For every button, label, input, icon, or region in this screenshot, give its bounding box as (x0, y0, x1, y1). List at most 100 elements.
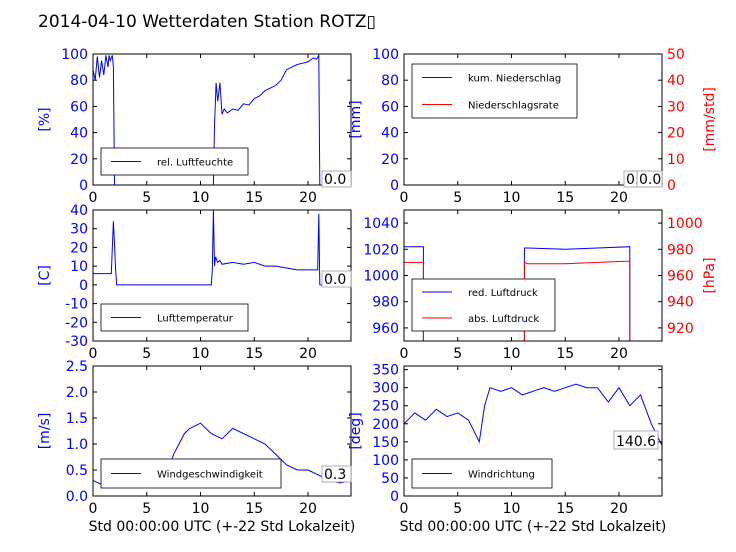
y-tick-label: -10 (65, 297, 88, 313)
y-tick-label: 2.0 (66, 385, 88, 401)
value-box (321, 170, 352, 188)
y-axis-label: [%] (37, 107, 53, 131)
y-tick-label: 1000 (363, 269, 399, 285)
series-temperature-0 (93, 210, 351, 286)
y2-tick-label: 50 (667, 47, 685, 63)
legend-label: Lufttemperatur (157, 314, 234, 325)
value-box-text: 140.6 (616, 434, 656, 450)
x-tick-label: 5 (453, 501, 462, 517)
value-box-text: 0.0 (324, 172, 346, 188)
y-tick-label: -30 (65, 334, 88, 350)
x-tick-label: 10 (503, 190, 521, 206)
y-tick-label: 1.5 (66, 411, 88, 427)
x-axis-label: Std 00:00:00 UTC (+-22 Std Lokalzeit) (89, 519, 356, 535)
x-tick-label: 20 (299, 190, 317, 206)
x-tick-label: 10 (192, 346, 210, 362)
y-tick-label: -20 (65, 315, 88, 331)
y-tick-label: 100 (372, 453, 399, 469)
y-tick-label: 150 (372, 435, 399, 451)
plot-frame (403, 365, 663, 497)
y-tick-label: 30 (70, 222, 88, 238)
y-axis-label: [deg] (348, 412, 364, 449)
chart-temperature: 0 5 10 15 20 -30 -20 -10 0 10 20 30 40 [C] 0.0 Lufttemp… (37, 203, 352, 362)
value-box (613, 430, 659, 450)
y-tick-label: 60 (381, 99, 399, 115)
legend-label: kum. Niederschlag (468, 74, 561, 85)
y-axis-label: [m/s] (37, 413, 53, 450)
x-tick-label: 0 (89, 346, 98, 362)
y-tick-label: 40 (381, 126, 399, 142)
value-box-2 (636, 170, 663, 188)
series-humidity-0 (93, 54, 351, 185)
y-tick-label: 960 (372, 321, 399, 337)
x-tick-label: 15 (245, 190, 263, 206)
y2-tick-label: 920 (667, 321, 694, 337)
chart-humidity: 0 5 10 15 20 0 20 40 60 80 100 [%] 0.0 rel. Luftfeuch… (37, 47, 352, 206)
y-tick-label: 80 (70, 73, 88, 89)
legend-label: Niederschlagsrate (468, 101, 559, 112)
y-tick-label: 50 (381, 471, 399, 487)
y-tick-label: 0.0 (66, 489, 88, 505)
y-tick-label: 1040 (363, 216, 399, 232)
x-tick-label: 10 (192, 190, 210, 206)
legend-box (100, 147, 249, 176)
figure-title: 2014-04-10 Wetterdaten Station ROTZ▯ (38, 12, 376, 32)
plot-frame (92, 53, 352, 186)
x-tick-label: 5 (142, 346, 151, 362)
y-tick-label: 1020 (363, 242, 399, 258)
legend-label: rel. Luftfeuchte (157, 158, 233, 169)
x-tick-label: 20 (610, 501, 628, 517)
chart-pressure: 0 5 10 15 20 960 980 1000 1020 1040 920 940 960 980 10… (363, 209, 718, 362)
plot-frame (92, 365, 352, 497)
value-box (321, 270, 352, 288)
y-tick-label: 100 (372, 47, 399, 63)
y2-axis-label: [mm/std] (702, 87, 718, 152)
y-tick-label: 200 (372, 417, 399, 433)
y-tick-label: 100 (61, 47, 88, 63)
plot-frame (403, 53, 663, 186)
y2-tick-label: 10 (667, 152, 685, 168)
y2-tick-label: 20 (667, 126, 685, 142)
value-box-2-text: 0.0 (639, 172, 661, 188)
chart-windspeed: 0 5 10 15 20 0.0 0.5 1.0 1.5 2.0 2.5 [m/s] Std 00:00… (37, 359, 355, 535)
y-tick-label: 40 (70, 203, 88, 219)
y-tick-label: 0 (79, 278, 88, 294)
y-tick-label: 350 (372, 363, 399, 379)
y-tick-label: 80 (381, 73, 399, 89)
x-tick-label: 20 (299, 346, 317, 362)
x-tick-label: 15 (245, 346, 263, 362)
legend-label: Windrichtung (468, 470, 535, 481)
value-box-text: 0.3 (324, 467, 346, 483)
y-tick-label: 0 (390, 489, 399, 505)
x-tick-label: 0 (89, 190, 98, 206)
x-tick-label: 0 (400, 346, 409, 362)
x-tick-label: 5 (142, 501, 151, 517)
y-tick-label: 20 (70, 240, 88, 256)
x-tick-label: 5 (453, 346, 462, 362)
x-tick-label: 15 (556, 501, 574, 517)
y-tick-label: 20 (70, 152, 88, 168)
y-tick-label: 10 (70, 259, 88, 275)
y2-axis-label: [hPa] (702, 257, 718, 293)
y-tick-label: 40 (70, 126, 88, 142)
y-axis-label: [mm] (348, 100, 364, 138)
y2-tick-label: 960 (667, 269, 694, 285)
y-tick-label: 1.0 (66, 437, 88, 453)
value-box (321, 465, 352, 483)
legend-label: Windgeschwindigkeit (157, 470, 263, 481)
y-tick-label: 60 (70, 99, 88, 115)
y-tick-label: 980 (372, 295, 399, 311)
x-tick-label: 5 (142, 190, 151, 206)
chart-precip: 0 5 10 15 20 0 20 40 60 80 100 0 10 20 30 40 50 [mm] [mm/s… (348, 47, 718, 206)
y-tick-label: 250 (372, 399, 399, 415)
y-tick-label: 2.5 (66, 359, 88, 375)
x-tick-label: 0 (400, 501, 409, 517)
legend-label: red. Luftdruck (468, 288, 538, 299)
legend-box (411, 278, 556, 332)
y-tick-label: 0 (79, 178, 88, 194)
legend-label: abs. Luftdruck (468, 314, 539, 325)
y-tick-label: 0 (390, 178, 399, 194)
y-tick-label: 20 (381, 152, 399, 168)
